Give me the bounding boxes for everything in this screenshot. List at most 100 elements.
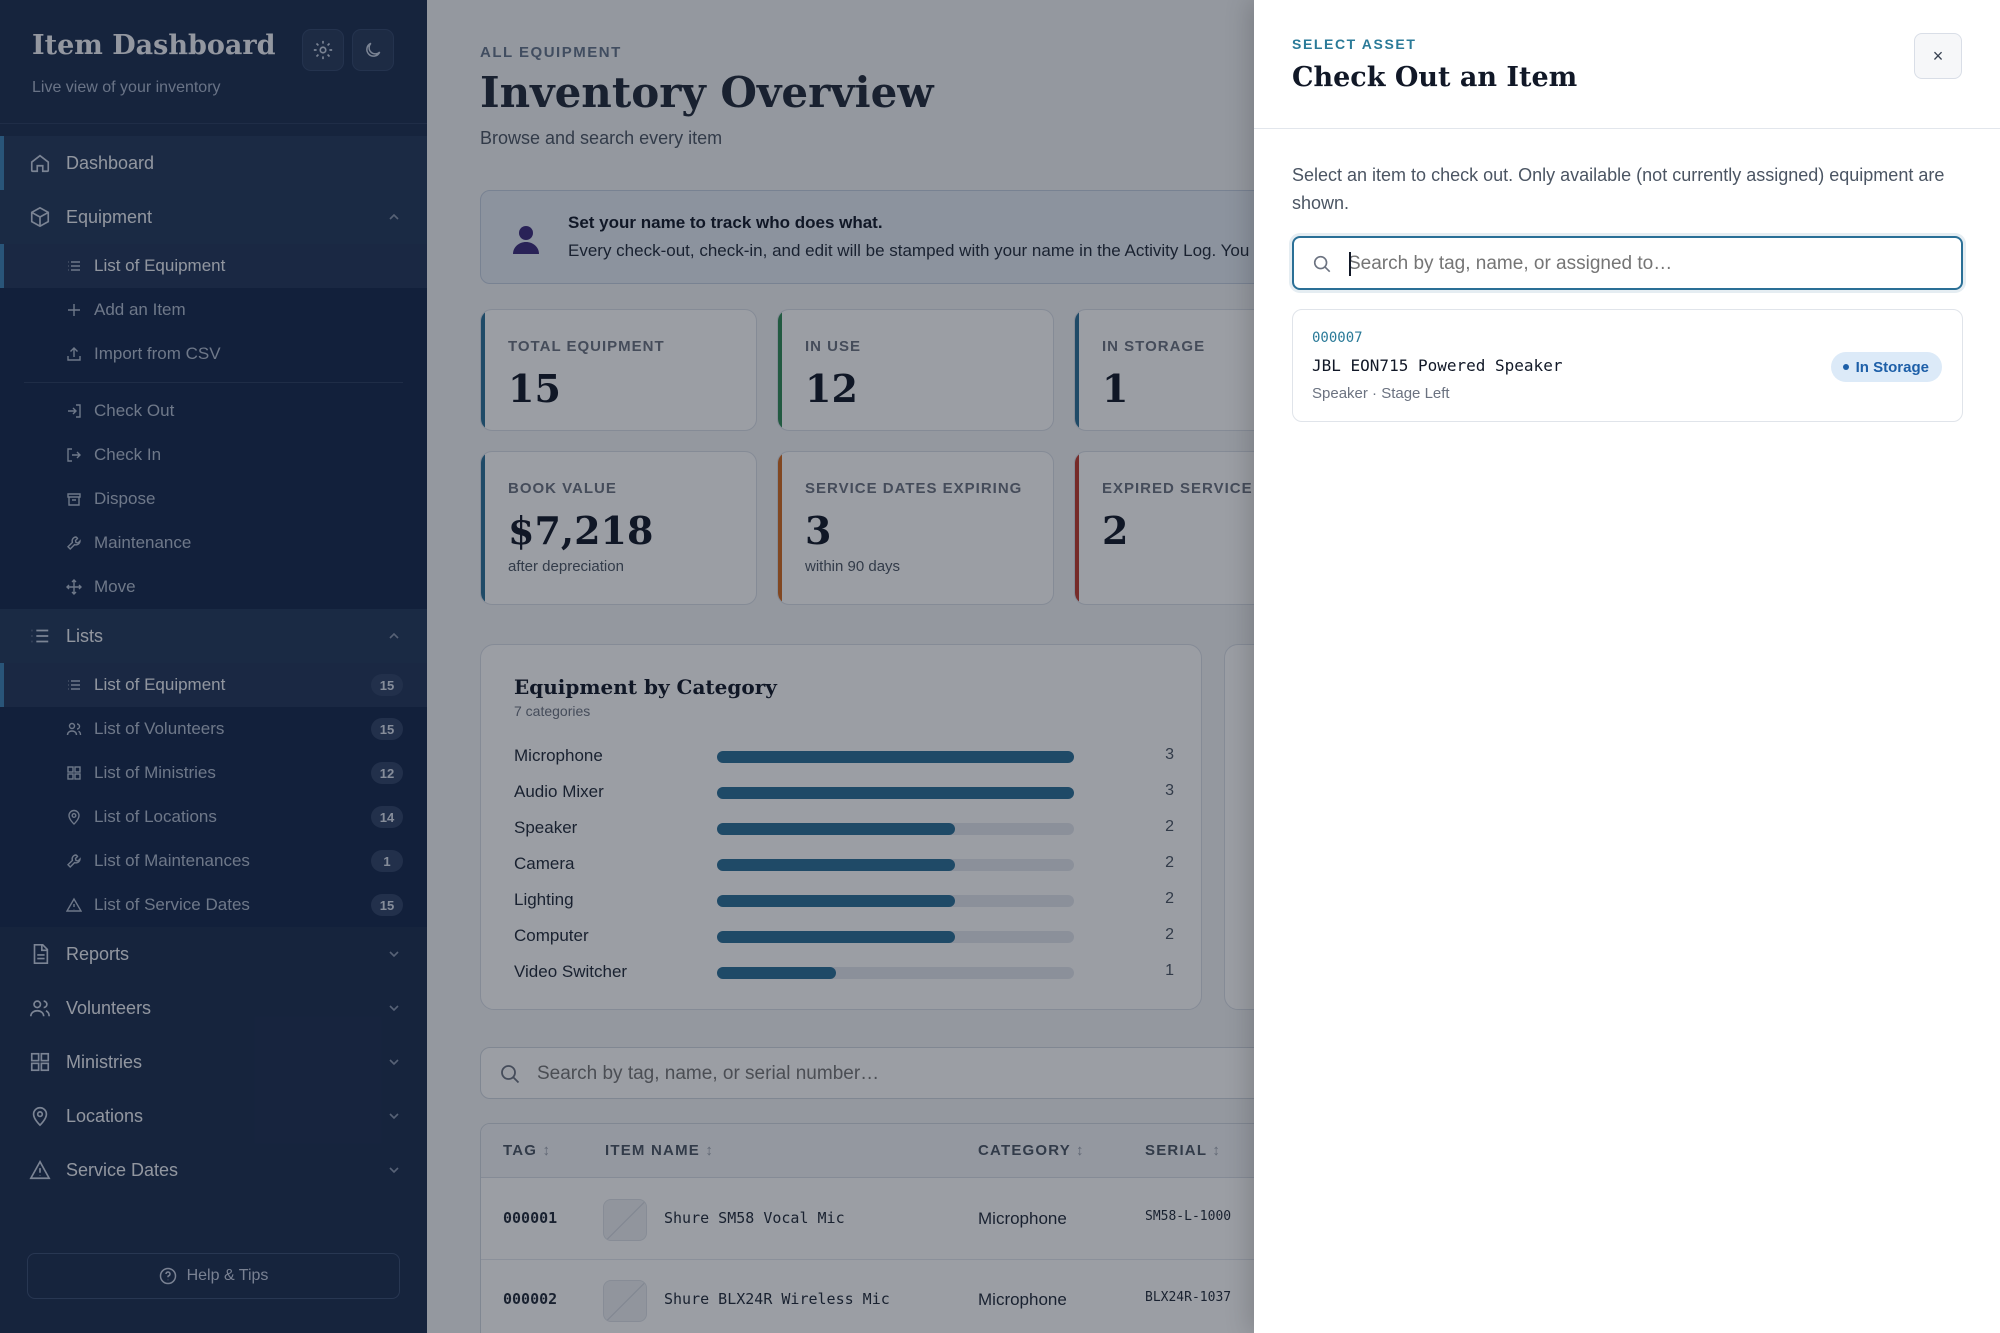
move-icon — [66, 579, 82, 595]
search-icon — [1313, 255, 1331, 273]
count-badge: 1 — [371, 850, 403, 872]
nav-reports[interactable]: Reports — [0, 927, 427, 981]
sidebar-item-check-in[interactable]: Check In — [0, 433, 427, 477]
item-thumbnail — [603, 1199, 647, 1241]
nav-reports-label: Reports — [66, 943, 130, 964]
page-subtitle: Browse and search every item — [480, 128, 723, 148]
lists-submenu: List of Equipment 15 List of Volunteers … — [0, 663, 427, 927]
chevron-up-icon — [389, 632, 399, 639]
card-stripe — [778, 452, 782, 604]
bar — [717, 895, 955, 907]
sidebar-item-list-of-service-dates[interactable]: List of Service Dates 15 — [0, 883, 427, 927]
page-eyebrow: ALL EQUIPMENT — [480, 44, 622, 61]
sub-item-label: List of Volunteers — [94, 719, 225, 738]
stat-note: within 90 days — [805, 558, 901, 575]
sign-in-icon — [66, 403, 82, 419]
nav-ministries[interactable]: Ministries — [0, 1035, 427, 1089]
nav-locations[interactable]: Locations — [0, 1089, 427, 1143]
stat-value: $7,218 — [508, 508, 654, 553]
table-row[interactable]: 000001 Shure SM58 Vocal Mic Microphone S… — [481, 1179, 1439, 1260]
help-tips-button[interactable]: Help & Tips — [27, 1253, 400, 1299]
stat-card-service-expiring: SERVICE DATES EXPIRING 3 within 90 days — [777, 451, 1054, 605]
nav-dashboard[interactable]: Dashboard — [0, 136, 427, 190]
sidebar-item-move[interactable]: Move — [0, 565, 427, 609]
sidebar-item-maintenance[interactable]: Maintenance — [0, 521, 427, 565]
cell-item-name: Shure SM58 Vocal Mic — [664, 1209, 845, 1227]
bar-row: Video Switcher 1 — [514, 960, 1174, 984]
nav-ministries-label: Ministries — [66, 1051, 143, 1072]
modal-backdrop[interactable] — [0, 0, 1254, 1333]
bar-track — [717, 751, 1074, 763]
bar-label: Computer — [514, 926, 589, 945]
nav-equipment-label: Equipment — [66, 206, 153, 227]
column-header-serial[interactable]: SERIAL ↕ — [1145, 1142, 1221, 1159]
sidebar-item-import-csv[interactable]: Import from CSV — [0, 332, 427, 376]
nav-lists-label: Lists — [66, 625, 104, 646]
column-label: ITEM NAME — [605, 1142, 700, 1159]
sidebar-item-list-of-volunteers[interactable]: List of Volunteers 15 — [0, 707, 427, 751]
cell-item-name: Shure BLX24R Wireless Mic — [664, 1290, 890, 1308]
sidebar-item-list-of-maintenances[interactable]: List of Maintenances 1 — [0, 839, 427, 883]
list-icon — [28, 624, 52, 648]
bar-label: Video Switcher — [514, 962, 628, 981]
users-icon — [66, 721, 82, 737]
nav-volunteers[interactable]: Volunteers — [0, 981, 427, 1035]
count-badge: 12 — [371, 762, 403, 784]
nav-service-dates[interactable]: Service Dates — [0, 1143, 427, 1197]
sidebar-item-add-item[interactable]: Add an Item — [0, 288, 427, 332]
sidebar-item-dispose[interactable]: Dispose — [0, 477, 427, 521]
sort-icon: ↕ — [1212, 1142, 1222, 1159]
bar-row: Audio Mixer 3 — [514, 780, 1174, 804]
card-stripe — [481, 452, 485, 604]
sub-item-label: List of Locations — [94, 807, 217, 826]
stat-label: TOTAL EQUIPMENT — [508, 338, 665, 355]
sidebar-item-list-of-equipment[interactable]: List of Equipment 15 — [0, 663, 427, 707]
sub-item-label: List of Equipment — [94, 256, 226, 275]
nav-equipment[interactable]: Equipment — [0, 190, 427, 244]
bar-track — [717, 823, 1074, 835]
stat-value: 15 — [508, 366, 561, 411]
asset-search[interactable] — [1292, 236, 1963, 290]
column-header-category[interactable]: CATEGORY ↕ — [978, 1142, 1085, 1159]
card-stripe — [1075, 310, 1079, 430]
bar-value-label: 3 — [1165, 782, 1174, 799]
nav-locations-label: Locations — [66, 1105, 144, 1126]
nav-lists[interactable]: Lists — [0, 609, 427, 663]
submenu-divider — [24, 382, 403, 383]
settings-button[interactable] — [302, 29, 344, 71]
text-cursor — [1349, 252, 1351, 276]
sidebar-item-check-out[interactable]: Check Out — [0, 389, 427, 433]
asset-result-item[interactable]: 000007 JBL EON715 Powered Speaker Speake… — [1292, 309, 1963, 422]
column-header-item-name[interactable]: ITEM NAME ↕ — [605, 1142, 714, 1159]
drawer-eyebrow: SELECT ASSET — [1292, 36, 1417, 52]
sub-item-label: Dispose — [94, 489, 156, 508]
stat-card-in-use: IN USE 12 — [777, 309, 1054, 431]
table-row[interactable]: 000002 Shure BLX24R Wireless Mic Microph… — [481, 1260, 1439, 1333]
dark-mode-button[interactable] — [352, 29, 394, 71]
bar — [717, 751, 1074, 763]
drawer-description: Select an item to check out. Only availa… — [1292, 165, 1945, 213]
sort-icon: ↕ — [542, 1142, 552, 1159]
stat-label: SERVICE DATES EXPIRING — [805, 480, 1023, 497]
sidebar-item-list-of-ministries[interactable]: List of Ministries 12 — [0, 751, 427, 795]
warning-icon — [28, 1158, 52, 1182]
warning-icon — [66, 897, 82, 913]
wrench-icon — [66, 535, 82, 551]
stat-note: after depreciation — [508, 558, 624, 575]
bar-track — [717, 931, 1074, 943]
status-dot — [1842, 364, 1849, 370]
column-header-tag[interactable]: TAG ↕ — [503, 1142, 551, 1159]
sidebar-item-list-of-equipment[interactable]: List of Equipment — [0, 244, 427, 288]
sub-item-label: Check Out — [94, 401, 175, 420]
bar-value-label: 2 — [1165, 926, 1174, 943]
sidebar-item-list-of-locations[interactable]: List of Locations 14 — [0, 795, 427, 839]
bar-label: Lighting — [514, 890, 574, 909]
stat-card-total: TOTAL EQUIPMENT 15 — [480, 309, 757, 431]
cell-serial: BLX24R-1037 — [1145, 1290, 1232, 1305]
category-chart-card: Equipment by Category 7 categories Micro… — [480, 644, 1202, 1010]
name-notice-banner: Set your name to track who does what. Ev… — [480, 190, 1380, 284]
equipment-search-input[interactable] — [537, 1060, 1237, 1088]
asset-search-input[interactable] — [1348, 250, 1948, 278]
close-button[interactable]: × — [1914, 33, 1962, 79]
bar — [717, 787, 1074, 799]
